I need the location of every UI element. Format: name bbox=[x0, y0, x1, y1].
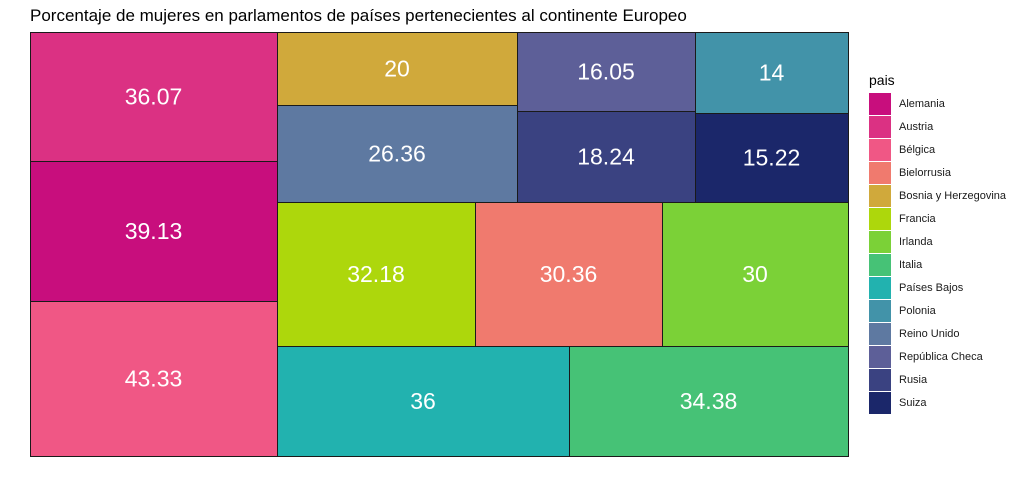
treemap-value-label-alemania: 39.13 bbox=[125, 218, 183, 244]
treemap-value-label-rusia: 18.24 bbox=[577, 144, 635, 170]
legend-swatch bbox=[869, 161, 891, 184]
legend-label: Italia bbox=[899, 258, 923, 271]
treemap-value-label-irlanda: 30 bbox=[742, 261, 768, 287]
legend-swatch bbox=[869, 184, 891, 207]
legend-label: Francia bbox=[899, 212, 936, 225]
legend-label: Suiza bbox=[899, 396, 927, 409]
legend-item: República Checa bbox=[869, 345, 1006, 368]
legend-label: Alemania bbox=[899, 97, 945, 110]
legend-item: Rusia bbox=[869, 368, 1006, 391]
legend-item: Alemania bbox=[869, 92, 1006, 115]
treemap-value-label-bielorrusia: 30.36 bbox=[540, 261, 598, 287]
treemap-tile-irlanda bbox=[662, 202, 849, 347]
legend-swatch bbox=[869, 322, 891, 345]
treemap-tile-belgica bbox=[30, 301, 278, 457]
legend-swatch bbox=[869, 276, 891, 299]
legend-item: Bielorrusia bbox=[869, 161, 1006, 184]
legend-swatch bbox=[869, 92, 891, 115]
legend-item: Polonia bbox=[869, 299, 1006, 322]
treemap-tile-republica-checa bbox=[517, 32, 696, 112]
treemap-value-label-republica-checa: 16.05 bbox=[577, 59, 635, 85]
legend-item: Austria bbox=[869, 115, 1006, 138]
legend-label: Irlanda bbox=[899, 235, 933, 248]
legend-swatch bbox=[869, 207, 891, 230]
treemap-tile-reino-unido bbox=[277, 105, 518, 203]
treemap-value-label-austria: 36.07 bbox=[125, 84, 183, 110]
treemap-tile-bosnia-y-herzegovina bbox=[277, 32, 518, 106]
treemap-value-label-suiza: 15.22 bbox=[743, 145, 801, 171]
legend: pais Alemania Austria Bélgica Bielorrusia Bo… bbox=[869, 72, 1006, 414]
treemap-value-label-italia: 34.38 bbox=[680, 388, 738, 414]
treemap-tile-italia bbox=[569, 346, 849, 457]
chart-title: Porcentaje de mujeres en parlamentos de … bbox=[30, 6, 687, 25]
legend-item: Bosnia y Herzegovina bbox=[869, 184, 1006, 207]
legend-label: Bosnia y Herzegovina bbox=[899, 189, 1007, 202]
legend-label: República Checa bbox=[899, 350, 983, 363]
legend-item: Italia bbox=[869, 253, 1006, 276]
treemap-value-label-paises-bajos: 36 bbox=[410, 388, 436, 414]
legend-swatch bbox=[869, 138, 891, 161]
legend-item: Países Bajos bbox=[869, 276, 1006, 299]
legend-label: Países Bajos bbox=[899, 281, 964, 294]
legend-item: Francia bbox=[869, 207, 1006, 230]
legend-swatch bbox=[869, 345, 891, 368]
treemap-tile-suiza bbox=[695, 113, 849, 203]
legend-item: Bélgica bbox=[869, 138, 1006, 161]
legend-label: Reino Unido bbox=[899, 327, 960, 340]
legend-swatch bbox=[869, 253, 891, 276]
treemap-value-label-belgica: 43.33 bbox=[125, 366, 183, 392]
treemap-tile-polonia bbox=[695, 32, 849, 114]
treemap-tile-francia bbox=[277, 202, 476, 347]
legend-label: Bélgica bbox=[899, 143, 936, 156]
treemap-tile-bielorrusia bbox=[475, 202, 663, 347]
legend-swatch bbox=[869, 299, 891, 322]
legend-swatch bbox=[869, 115, 891, 138]
treemap-tile-paises-bajos bbox=[277, 346, 570, 457]
legend-label: Austria bbox=[899, 120, 934, 133]
legend-swatch bbox=[869, 391, 891, 414]
legend-item: Irlanda bbox=[869, 230, 1006, 253]
legend-item: Suiza bbox=[869, 391, 1006, 414]
treemap-value-label-reino-unido: 26.36 bbox=[368, 141, 426, 167]
treemap-value-label-francia: 32.18 bbox=[347, 261, 405, 287]
legend-swatch bbox=[869, 230, 891, 253]
legend-label: Polonia bbox=[899, 304, 936, 317]
legend-title: pais bbox=[869, 72, 895, 88]
legend-item: Reino Unido bbox=[869, 322, 1006, 345]
legend-label: Rusia bbox=[899, 373, 928, 386]
treemap-value-label-polonia: 14 bbox=[759, 60, 785, 86]
treemap-value-label-bosnia-y-herzegovina: 20 bbox=[384, 56, 410, 82]
legend-items: Alemania Austria Bélgica Bielorrusia Bosnia … bbox=[869, 92, 1006, 414]
legend-label: Bielorrusia bbox=[899, 166, 951, 179]
legend-swatch bbox=[869, 368, 891, 391]
treemap-tile-rusia bbox=[517, 111, 696, 203]
